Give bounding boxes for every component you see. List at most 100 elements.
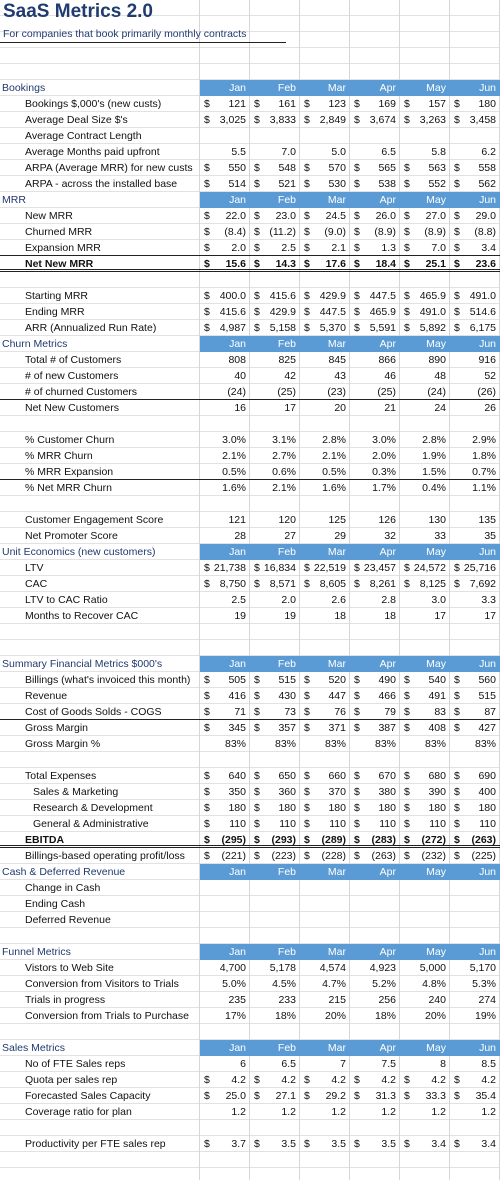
value-cell[interactable]: 5,170: [450, 960, 500, 976]
value-cell[interactable]: $1.3: [350, 240, 400, 256]
value-cell[interactable]: (26): [450, 384, 500, 400]
metric-row[interactable]: Conversion from Visitors to Trials 5.0% 4.…: [0, 976, 500, 992]
value-cell[interactable]: $8,571: [250, 576, 300, 592]
metric-row[interactable]: Months to Recover CAC 19 19 18 18 17 17: [0, 608, 500, 624]
metric-row[interactable]: Billings-based operating profit/loss $ (22…: [0, 848, 500, 864]
value-cell[interactable]: $18.4: [350, 256, 400, 272]
value-cell[interactable]: $79: [350, 704, 400, 720]
metric-row[interactable]: Net New MRR $15.6 $14.3 $17.6 $18.4 $25.1 $23.…: [0, 256, 500, 272]
value-cell[interactable]: 890: [400, 352, 450, 368]
value-cell[interactable]: 5.2%: [350, 976, 400, 992]
value-cell[interactable]: 235: [200, 992, 250, 1008]
value-cell[interactable]: 2.1%: [300, 448, 350, 464]
value-cell[interactable]: 2.7%: [250, 448, 300, 464]
value-cell[interactable]: 120: [250, 512, 300, 528]
value-cell[interactable]: 21: [350, 400, 400, 416]
month-header-cell[interactable]: May: [400, 944, 450, 960]
value-cell[interactable]: $110: [300, 816, 350, 832]
value-cell[interactable]: $87: [450, 704, 500, 720]
value-cell[interactable]: $520: [300, 672, 350, 688]
value-cell[interactable]: 825: [250, 352, 300, 368]
value-cell[interactable]: $415.6: [250, 288, 300, 304]
value-cell[interactable]: $491.0: [400, 304, 450, 320]
month-header-cell[interactable]: Jan: [200, 944, 250, 960]
value-cell[interactable]: 1.9%: [400, 448, 450, 464]
metric-row[interactable]: % MRR Expansion 0.5% 0.6% 0.5% 0.3% 1.5% 0.7%: [0, 464, 500, 480]
value-cell[interactable]: $31.3: [350, 1088, 400, 1104]
value-cell[interactable]: 46: [350, 368, 400, 384]
value-cell[interactable]: $560: [450, 672, 500, 688]
value-cell[interactable]: $370: [300, 784, 350, 800]
value-cell[interactable]: $690: [450, 768, 500, 784]
value-cell[interactable]: 240: [400, 992, 450, 1008]
value-cell[interactable]: $4.2: [350, 1072, 400, 1088]
value-cell[interactable]: $2.0: [200, 240, 250, 256]
value-cell[interactable]: $ (221): [200, 848, 250, 864]
value-cell[interactable]: $ (289): [300, 832, 350, 848]
value-cell[interactable]: 866: [350, 352, 400, 368]
value-cell[interactable]: $5,370: [300, 320, 350, 336]
value-cell[interactable]: $ (8.9): [400, 224, 450, 240]
value-cell[interactable]: 1.2: [300, 1104, 350, 1120]
section-header[interactable]: Sales Metrics Jan Feb Mar Apr May Jun: [0, 1040, 500, 1056]
value-cell[interactable]: (25): [350, 384, 400, 400]
value-cell[interactable]: 2.8%: [400, 432, 450, 448]
month-header-cell[interactable]: Apr: [350, 192, 400, 208]
metric-row[interactable]: Revenue $416 $430 $447 $466 $491 $515: [0, 688, 500, 704]
month-header-cell[interactable]: May: [400, 544, 450, 560]
value-cell[interactable]: 29: [300, 528, 350, 544]
value-cell[interactable]: 1.2: [200, 1104, 250, 1120]
value-cell[interactable]: 5,178: [250, 960, 300, 976]
metric-row[interactable]: Churned MRR $ (8.4) $ (11.2) $ (9.0) $ (8.9) $ (8.…: [0, 224, 500, 240]
value-cell[interactable]: $ (223): [250, 848, 300, 864]
month-header-cell[interactable]: Mar: [300, 1040, 350, 1056]
month-header-cell[interactable]: Jun: [450, 944, 500, 960]
metric-row[interactable]: Gross Margin $345 $357 $371 $387 $408 $427: [0, 720, 500, 736]
metric-row[interactable]: Average Months paid upfront 5.5 7.0 5.0 6.5 5…: [0, 144, 500, 160]
value-cell[interactable]: $21,738: [200, 560, 250, 576]
value-cell[interactable]: $3.5: [300, 1136, 350, 1152]
value-cell[interactable]: $4.2: [450, 1072, 500, 1088]
value-cell[interactable]: $429.9: [250, 304, 300, 320]
value-cell[interactable]: $169: [350, 96, 400, 112]
section-header[interactable]: Cash & Deferred Revenue Jan Feb Mar Apr May Ju…: [0, 864, 500, 880]
month-header-cell[interactable]: May: [400, 656, 450, 672]
value-cell[interactable]: 17: [250, 400, 300, 416]
value-cell[interactable]: $29.0: [450, 208, 500, 224]
month-header-cell[interactable]: Mar: [300, 544, 350, 560]
value-cell[interactable]: 4.8%: [400, 976, 450, 992]
month-header-cell[interactable]: Jan: [200, 1040, 250, 1056]
value-cell[interactable]: 27: [250, 528, 300, 544]
value-cell[interactable]: 2.0: [250, 592, 300, 608]
month-header-cell[interactable]: Jan: [200, 656, 250, 672]
value-cell[interactable]: 5.8: [400, 144, 450, 160]
value-cell[interactable]: 0.4%: [400, 480, 450, 496]
value-cell[interactable]: $345: [200, 720, 250, 736]
value-cell[interactable]: $ (283): [350, 832, 400, 848]
value-cell[interactable]: 17%: [200, 1008, 250, 1024]
metric-row[interactable]: Forecasted Sales Capacity $25.0 $27.1 $29.2…: [0, 1088, 500, 1104]
value-cell[interactable]: 6: [200, 1056, 250, 1072]
month-header-cell[interactable]: May: [400, 80, 450, 96]
value-cell[interactable]: 1.7%: [350, 480, 400, 496]
value-cell[interactable]: $350: [200, 784, 250, 800]
month-header-cell[interactable]: Feb: [250, 544, 300, 560]
month-header-cell[interactable]: Mar: [300, 80, 350, 96]
value-cell[interactable]: $3.5: [350, 1136, 400, 1152]
month-header-cell[interactable]: Feb: [250, 336, 300, 352]
value-cell[interactable]: 916: [450, 352, 500, 368]
month-header-cell[interactable]: Feb: [250, 944, 300, 960]
month-header-cell[interactable]: May: [400, 1040, 450, 1056]
value-cell[interactable]: $570: [300, 160, 350, 176]
value-cell[interactable]: $8,605: [300, 576, 350, 592]
metric-row[interactable]: Average Contract Length: [0, 128, 500, 144]
value-cell[interactable]: $416: [200, 688, 250, 704]
value-cell[interactable]: $180: [250, 800, 300, 816]
value-cell[interactable]: $466: [350, 688, 400, 704]
value-cell[interactable]: 18%: [350, 1008, 400, 1024]
metric-row[interactable]: Ending Cash: [0, 896, 500, 912]
value-cell[interactable]: 1.6%: [300, 480, 350, 496]
value-cell[interactable]: 121: [200, 512, 250, 528]
value-cell[interactable]: $23.0: [250, 208, 300, 224]
